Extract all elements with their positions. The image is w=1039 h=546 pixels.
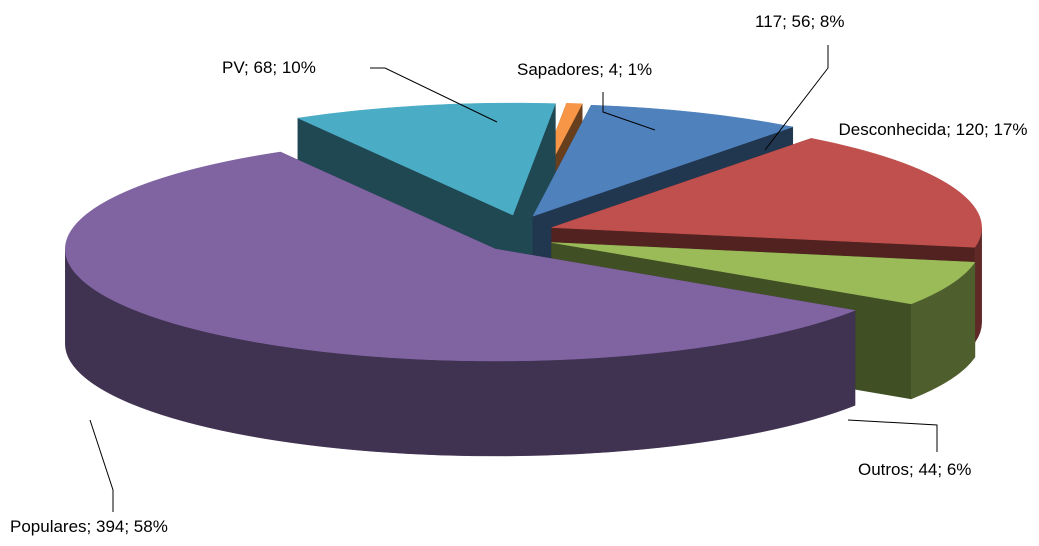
leader-line: [602, 92, 656, 131]
slice: [551, 242, 976, 305]
data-label: PV; 68; 10%: [222, 58, 316, 77]
data-label: Populares; 394; 58%: [10, 517, 168, 536]
leader-line: [764, 45, 829, 151]
leader-line: [370, 67, 498, 123]
leader-line: [89, 419, 114, 512]
leader-line: [847, 419, 938, 452]
data-label: Outros; 44; 6%: [858, 460, 972, 479]
slice: [296, 102, 556, 216]
slice: [551, 138, 982, 248]
data-label: 117; 56; 8%: [755, 12, 845, 31]
data-label: Desconhecida; 120; 17%: [838, 120, 1028, 139]
slice: [65, 151, 856, 362]
slice: [532, 104, 794, 217]
data-label: Sapadores; 4; 1%: [517, 60, 653, 79]
